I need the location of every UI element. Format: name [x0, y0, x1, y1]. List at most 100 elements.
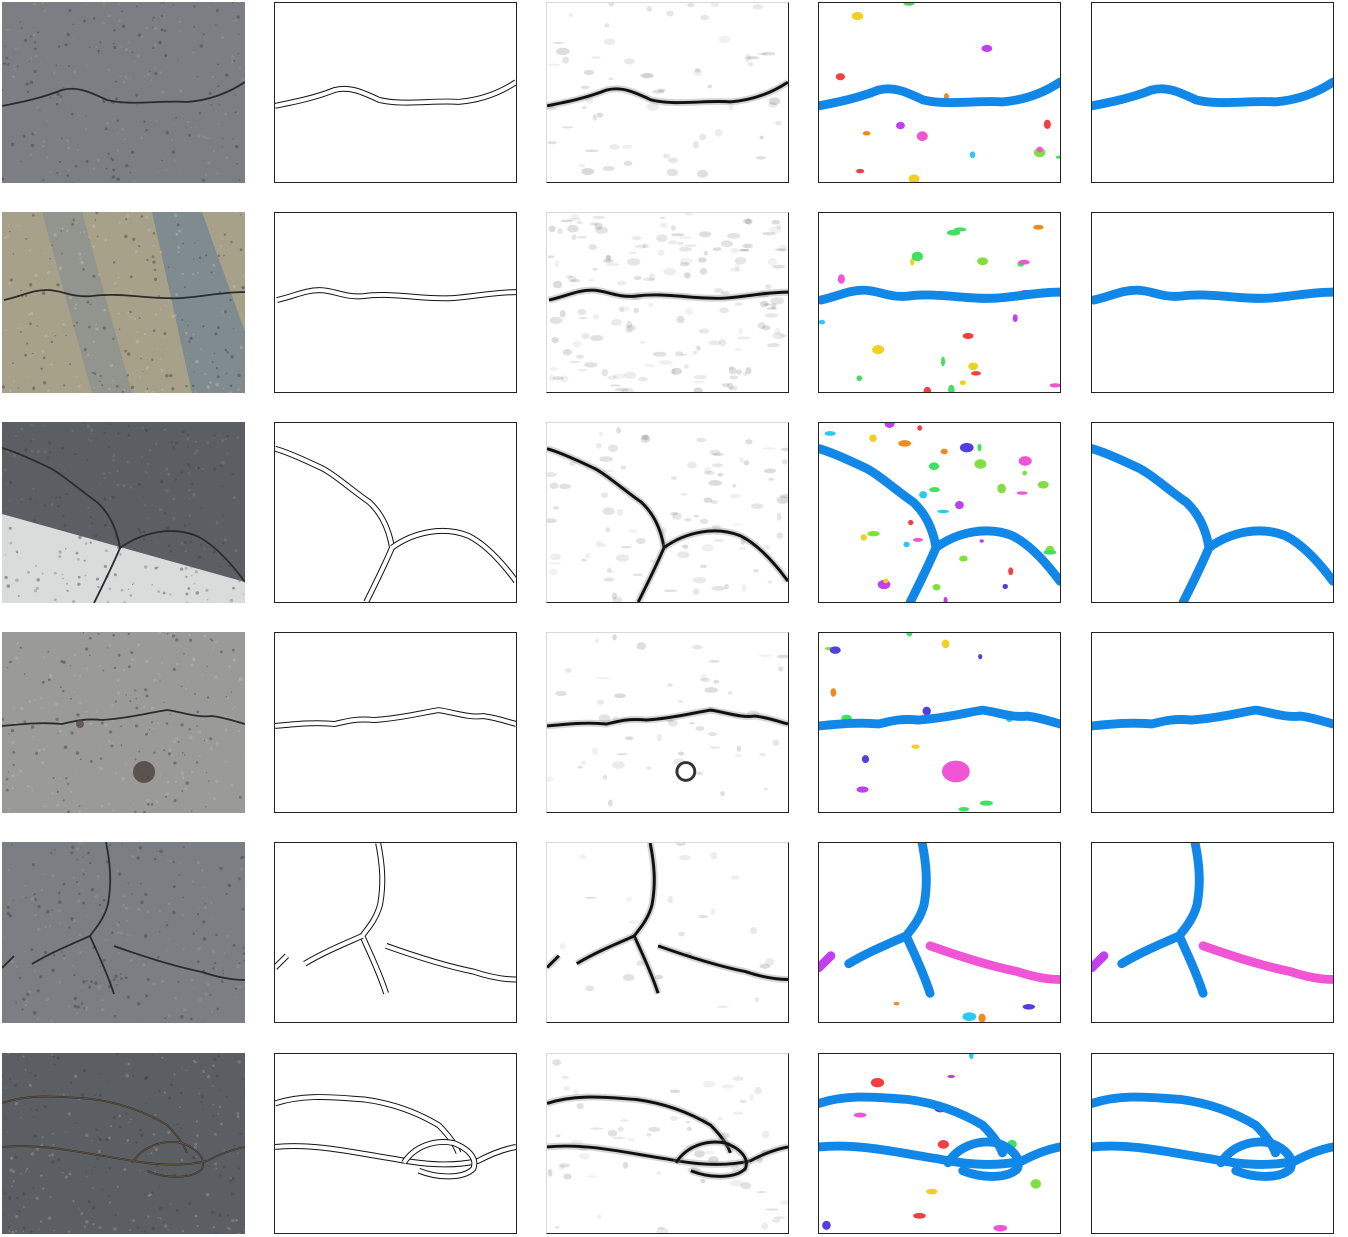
final-mask-image	[1092, 3, 1333, 182]
final-mask-panel-row-4	[1091, 632, 1334, 813]
noise-blob	[911, 744, 920, 749]
final-mask-image	[1092, 1054, 1333, 1233]
crack-probability	[547, 80, 788, 108]
noise-blob	[923, 386, 932, 392]
instance-segmentation-image	[819, 423, 1060, 602]
noise-blob	[1043, 119, 1051, 129]
photo-image	[2, 2, 245, 183]
asphalt-surface	[2, 2, 245, 183]
noise-blob	[862, 131, 871, 136]
probability-map-panel-row-1	[546, 2, 789, 183]
photo-panel-row-6	[2, 1053, 245, 1234]
edge-outline-image	[275, 1054, 516, 1233]
noise-blob	[932, 584, 941, 591]
crack-mark	[113, 945, 245, 981]
noise-blob	[829, 646, 841, 654]
crack-mark	[31, 935, 91, 965]
noise-blob	[910, 257, 915, 266]
probability-map-panel-row-4	[546, 632, 789, 813]
crack-probability	[547, 708, 788, 728]
noise-blob	[941, 639, 950, 649]
crack-segment	[1092, 705, 1333, 731]
edge-outline-image	[275, 213, 516, 392]
edge-outline-panel-row-2	[274, 212, 517, 393]
edge-outline-image	[275, 423, 516, 602]
crack-probability	[657, 944, 788, 981]
final-mask-panel-row-6	[1091, 1053, 1334, 1234]
edge-outline-image	[275, 843, 516, 1022]
crack-mark	[88, 842, 115, 995]
noise-blob	[851, 12, 864, 21]
noise-blob	[883, 578, 889, 584]
noise-blob	[884, 423, 895, 428]
edge-outline-panel-row-3	[274, 422, 517, 603]
noise-blob	[929, 487, 940, 493]
noise-blob	[997, 483, 1006, 494]
asphalt-surface	[2, 1053, 245, 1234]
crack-segment	[819, 1141, 1060, 1169]
noise-blob	[853, 1112, 867, 1118]
photo-panel-row-1	[2, 2, 245, 183]
noise-blob	[943, 596, 948, 602]
instance-segmentation-panel-row-5	[818, 842, 1061, 1023]
noise-blob	[922, 706, 931, 716]
noise-blob	[941, 760, 970, 783]
noise-blob	[872, 345, 885, 355]
noise-blob	[1018, 456, 1032, 466]
noise-blob	[1022, 470, 1028, 476]
noise-blob	[856, 786, 869, 793]
asphalt-surface	[2, 842, 245, 1023]
crack-mark	[2, 81, 245, 107]
crack-segment	[1117, 931, 1184, 969]
crack-mark	[2, 447, 121, 603]
crack-segment	[931, 526, 1060, 586]
noise-blob	[916, 131, 928, 142]
crack-mark	[2, 955, 15, 969]
crack-segment	[819, 77, 1060, 111]
noise-blob	[1030, 1179, 1042, 1189]
instance-segmentation-image	[819, 633, 1060, 812]
probability-map-image	[547, 3, 788, 182]
final-mask-panel-row-5	[1091, 842, 1334, 1023]
noise-blob	[968, 362, 979, 371]
noise-blob	[978, 1013, 986, 1022]
photo-image	[2, 632, 245, 813]
instance-segmentation-panel-row-6	[818, 1053, 1061, 1234]
noise-blob	[830, 688, 837, 697]
crack-segment	[1174, 843, 1208, 998]
probability-map-image	[547, 213, 788, 392]
noise-blob	[856, 168, 865, 174]
crack-segment	[819, 951, 836, 973]
noise-blob	[1022, 1004, 1036, 1010]
edge-outline-image	[275, 3, 516, 182]
noise-blob	[917, 425, 923, 431]
crack-segment	[925, 941, 1060, 984]
noise-blob	[908, 174, 920, 182]
noise-blob	[837, 274, 845, 284]
final-mask-image	[1092, 633, 1333, 812]
shadow-band	[42, 212, 132, 393]
noise-blob	[898, 440, 912, 447]
instance-segmentation-panel-row-2	[818, 212, 1061, 393]
crack-segment	[1092, 77, 1333, 111]
noise-blob	[835, 73, 845, 81]
noise-blob	[959, 442, 974, 453]
instance-segmentation-panel-row-4	[818, 632, 1061, 813]
noise-blob	[1008, 567, 1014, 576]
edge-outline-panel-row-5	[274, 842, 517, 1023]
noise-blob	[903, 541, 910, 548]
stain-response	[675, 761, 697, 782]
noise-blob	[1037, 481, 1049, 489]
crack-probability	[547, 1095, 732, 1154]
noise-blob	[1043, 549, 1057, 555]
noise-blob	[1055, 155, 1060, 159]
edge-outline-panel-row-4	[274, 632, 517, 813]
noise-blob	[979, 800, 993, 806]
noise-blob	[1016, 491, 1028, 495]
noise-blob	[978, 654, 983, 660]
final-mask-image	[1092, 423, 1333, 602]
noise-blob	[946, 229, 961, 236]
noise-blob	[869, 434, 877, 443]
noise-blob	[959, 380, 966, 386]
